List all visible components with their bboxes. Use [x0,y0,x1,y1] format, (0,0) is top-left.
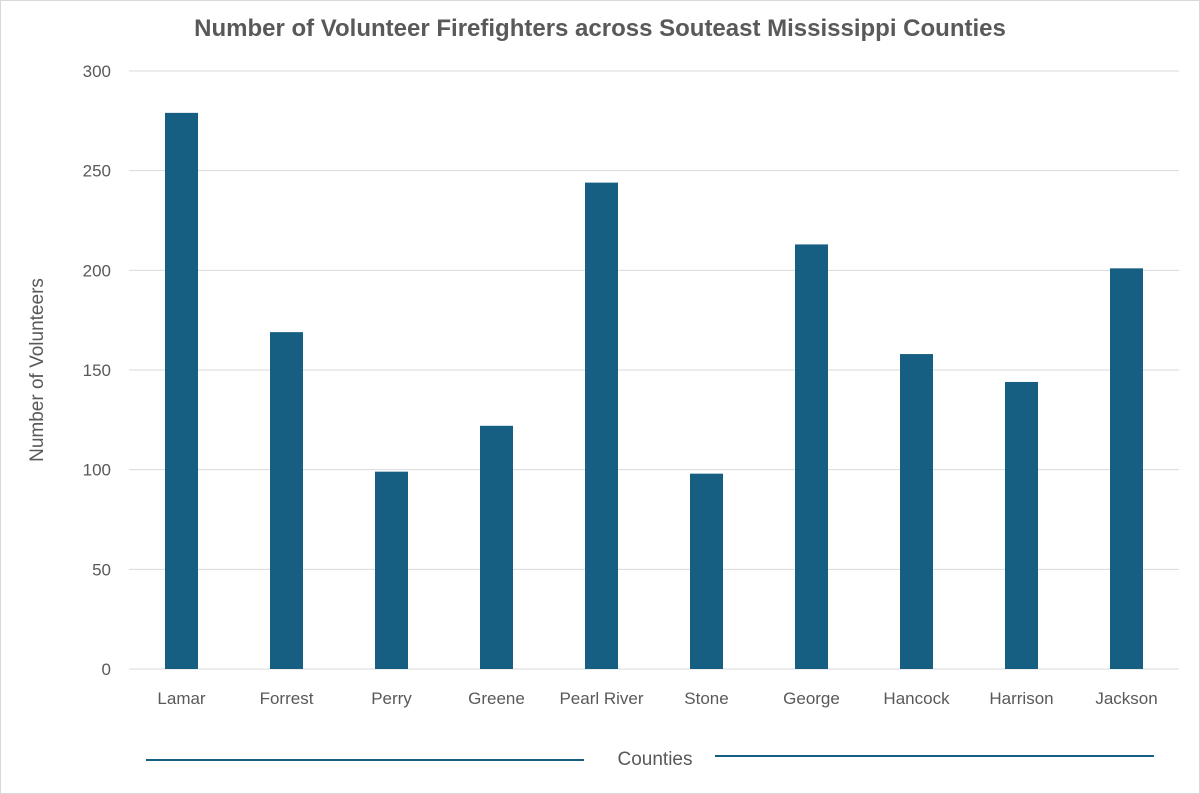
x-tick-label: Lamar [157,689,206,708]
x-tick-label: Pearl River [559,689,643,708]
bar-hancock [900,354,933,669]
bar-perry [375,471,408,669]
x-tick-label: Forrest [260,689,314,708]
y-tick-label: 300 [83,62,111,81]
y-axis-title: Number of Volunteers [27,278,48,462]
chart-title: Number of Volunteer Firefighters across … [194,15,1006,42]
bar-jackson [1110,268,1143,669]
y-tick-label: 150 [83,361,111,380]
x-tick-label: Perry [371,689,412,708]
y-tick-label: 100 [83,461,111,480]
bar-greene [480,425,513,669]
bar-lamar [165,112,198,670]
bar-george [795,244,828,670]
x-tick-label: Harrison [989,689,1053,708]
y-tick-label: 50 [92,560,111,579]
y-tick-label: 250 [83,162,111,181]
y-tick-label: 0 [102,660,111,679]
y-tick-label: 200 [83,261,111,280]
bar-pearl-river [585,182,618,670]
x-tick-label: Jackson [1095,689,1157,708]
x-tick-label: Hancock [883,689,950,708]
x-axis-title: Counties [618,749,693,770]
x-tick-label: Stone [684,689,728,708]
x-tick-label: George [783,689,840,708]
x-tick-label: Greene [468,689,525,708]
bar-forrest [270,332,303,669]
bar-stone [690,473,723,669]
bar-harrison [1005,381,1038,669]
